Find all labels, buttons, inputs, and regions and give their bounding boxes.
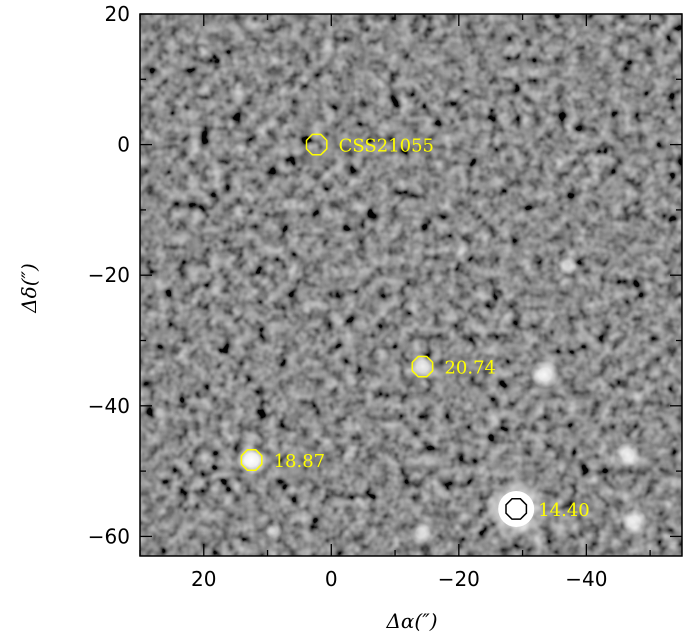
- field-star: [615, 442, 641, 468]
- sky-image: [140, 14, 682, 556]
- y-axis-label: Δδ(″): [17, 263, 41, 314]
- field-star: [410, 522, 432, 544]
- source-label: 18.87: [274, 451, 326, 472]
- bright-star-core: [498, 490, 535, 527]
- source-label: 20.74: [444, 358, 496, 379]
- field-star: [621, 509, 648, 536]
- sky-noise: [140, 14, 682, 556]
- y-tick-label: −20: [88, 263, 130, 287]
- source-marker: [505, 498, 528, 520]
- y-tick-label: −60: [88, 524, 130, 548]
- x-tick-label: 20: [191, 567, 216, 591]
- axis-ticks: [139, 13, 682, 556]
- x-tick-label: 0: [325, 567, 338, 591]
- source-markers: CSS21055 20.74 18.87 14.40: [240, 133, 590, 521]
- source-label: 14.40: [538, 500, 590, 521]
- y-tick-label: 0: [117, 133, 130, 157]
- source-marker: [411, 355, 434, 378]
- plot-frame: [139, 13, 683, 557]
- field-star: [557, 255, 577, 275]
- x-tick-label: −40: [565, 567, 607, 591]
- source-marker: [305, 133, 328, 156]
- source-label: CSS21055: [339, 136, 434, 157]
- source-marker: [240, 449, 263, 471]
- field-star: [530, 360, 559, 389]
- axis-tick-labels: 20 0 −20 −40 20 0 −20 −40 −60: [88, 2, 608, 591]
- y-tick-label: 20: [105, 2, 130, 26]
- x-axis-label: Δα(″): [385, 609, 437, 633]
- field-star: [265, 521, 283, 539]
- source-star: [409, 354, 435, 380]
- y-tick-label: −40: [88, 394, 130, 418]
- x-tick-label: −20: [438, 567, 480, 591]
